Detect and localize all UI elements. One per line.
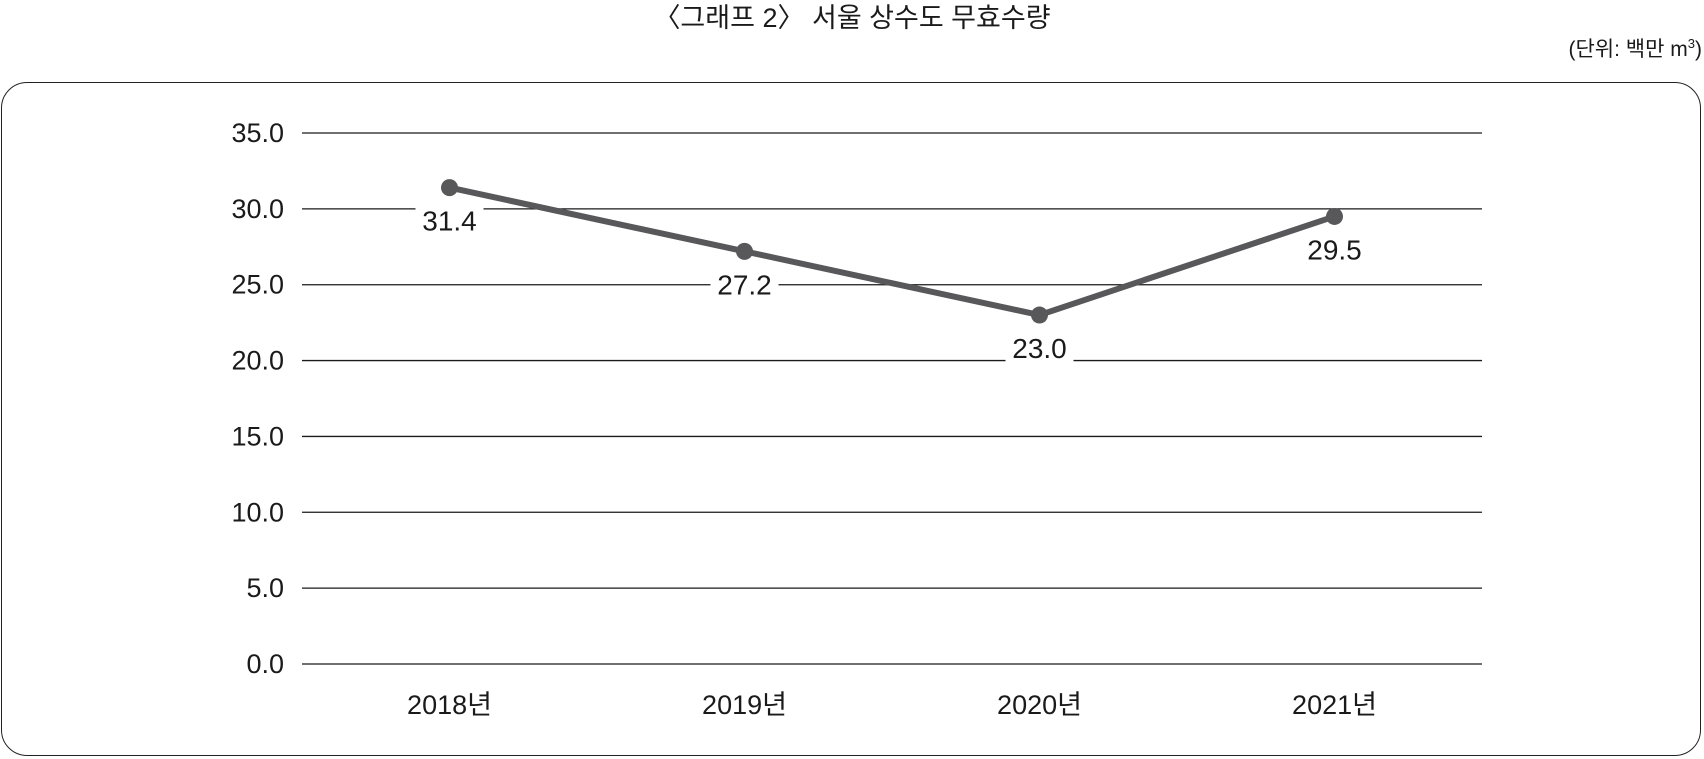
- y-tick-label: 15.0: [231, 421, 284, 451]
- data-point-marker: [1326, 207, 1343, 225]
- y-tick-label: 30.0: [231, 194, 284, 224]
- data-point-marker: [441, 179, 458, 197]
- x-axis-labels: 2018년 2019년 2020년 2021년: [407, 690, 1377, 720]
- data-line: [448, 184, 1336, 319]
- x-tick-label: 2019년: [702, 690, 787, 720]
- y-axis-labels: 0.0 5.0 10.0 15.0 20.0 25.0 30.0 35.0: [231, 118, 284, 679]
- data-label-background: [710, 270, 779, 301]
- data-series: 31.4 27.2 23.0 29.5: [415, 179, 1369, 365]
- data-label: 31.4: [422, 206, 477, 237]
- chart-title: 〈그래프 2〉 서울 상수도 무효수량: [653, 3, 1051, 33]
- data-label-background: [1005, 334, 1074, 365]
- data-point-marker: [1031, 306, 1048, 324]
- gridlines: [302, 132, 1482, 665]
- data-label-background: [415, 206, 484, 237]
- x-tick-label: 2021년: [1292, 690, 1377, 720]
- data-label: 27.2: [717, 269, 772, 300]
- data-label: 29.5: [1307, 234, 1362, 265]
- chart-frame: [1, 82, 1701, 756]
- data-label-background: [1300, 235, 1369, 266]
- unit-label: (단위: 백만 m3): [1568, 36, 1702, 61]
- y-tick-label: 5.0: [246, 573, 284, 603]
- x-tick-label: 2020년: [997, 690, 1082, 720]
- y-tick-label: 20.0: [231, 346, 284, 376]
- y-tick-label: 25.0: [231, 270, 284, 300]
- data-label: 23.0: [1012, 333, 1067, 364]
- y-tick-label: 10.0: [231, 497, 284, 527]
- y-tick-label: 35.0: [231, 118, 284, 148]
- data-point-marker: [736, 242, 753, 260]
- y-tick-label: 0.0: [246, 649, 284, 679]
- x-tick-label: 2018년: [407, 690, 492, 720]
